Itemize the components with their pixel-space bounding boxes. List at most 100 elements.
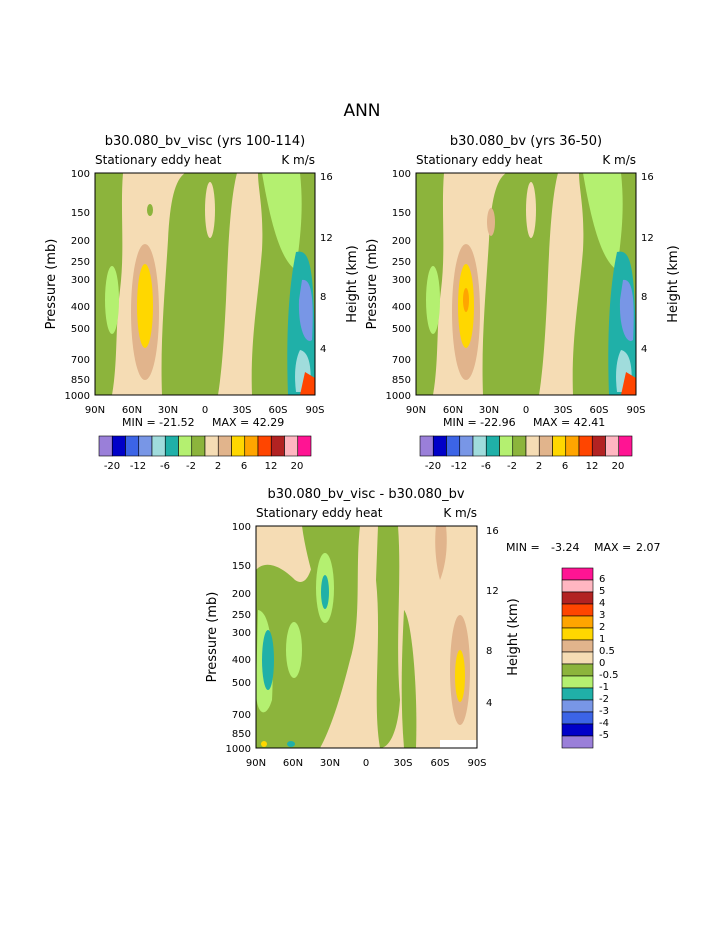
colorbar-label: -2: [186, 461, 196, 472]
colorbar-labels: 6 5 4 3 2 1 0.5 0 -0.5 -1 -2 -3 -4 -5: [599, 574, 619, 741]
colorbar-label: -2: [507, 461, 517, 472]
colorbar-swatch: [565, 435, 580, 457]
colorbar: 6 5 4 3 2 1 0.5 0 -0.5 -1 -2 -3 -4 -5: [561, 567, 619, 749]
colorbar-swatch: [561, 723, 594, 737]
colorbar-swatch: [204, 435, 219, 457]
southern-light-band: [262, 173, 302, 270]
pressure-tick: 250: [392, 257, 411, 268]
colorbar-swatch: [485, 435, 500, 457]
colorbar-swatch: [561, 627, 594, 641]
colorbar-label: -20: [425, 461, 441, 472]
latitude-tick: 30N: [479, 405, 499, 416]
height-tick: 4: [486, 698, 492, 709]
colorbar-swatch: [178, 435, 193, 457]
figure-title: ANN: [343, 101, 380, 121]
colorbar-label: 1: [599, 634, 605, 645]
latitude-tick: 90N: [85, 405, 105, 416]
colorbar: -20 -12 -6 -2 2 6 12 20: [98, 435, 312, 472]
colorbar: -20 -12 -6 -2 2 6 12 20: [419, 435, 633, 472]
colorbar-swatch: [538, 435, 553, 457]
panel-title: b30.080_bv (yrs 36-50): [450, 134, 602, 149]
min-label: MIN = -21.52: [122, 416, 195, 429]
small-negative-cell: [147, 204, 153, 216]
pressure-tick: 1000: [386, 391, 411, 402]
tropical-light-cell: [526, 182, 536, 238]
pressure-ticks: 100 150 200 250 300 400 500 700 850 1000: [386, 169, 411, 402]
latitude-tick: 90S: [467, 758, 486, 769]
pressure-tick: 100: [232, 522, 251, 533]
pressure-axis-label: Pressure (mb): [205, 592, 220, 683]
colorbar-swatch: [618, 435, 633, 457]
colorbar-swatch: [561, 687, 594, 701]
colorbar-labels: -20 -12 -6 -2 2 6 12 20: [104, 461, 304, 472]
height-ticks: 16 12 8 4: [641, 172, 654, 355]
colorbar-swatch: [561, 699, 594, 713]
colorbar-swatch: [472, 435, 487, 457]
panel-title: b30.080_bv_visc (yrs 100-114): [105, 134, 305, 149]
colorbar-swatch: [561, 639, 594, 653]
height-axis-label: Height (km): [666, 245, 681, 322]
plot-frame: [94, 172, 316, 396]
colorbar-label: -12: [130, 461, 146, 472]
latitude-tick: 30S: [232, 405, 251, 416]
southern-peak-cell: [455, 650, 465, 702]
panel-difference: b30.080_bv_visc - b30.080_bv Stationary …: [205, 487, 661, 769]
colorbar-swatch: [459, 435, 474, 457]
pressure-ticks: 100 150 200 250 300 400 500 700 850 1000: [65, 169, 90, 402]
panel-title: b30.080_bv_visc - b30.080_bv: [267, 487, 464, 502]
panel-units: K m/s: [443, 506, 477, 520]
latitude-tick: 90N: [406, 405, 426, 416]
colorbar-label: -3: [599, 706, 609, 717]
height-tick: 12: [486, 586, 499, 597]
max-value: 2.07: [636, 541, 661, 554]
height-tick: 16: [486, 526, 499, 537]
height-axis-label: Height (km): [506, 598, 521, 675]
latitude-tick: 60N: [443, 405, 463, 416]
colorbar-label: -20: [104, 461, 120, 472]
pressure-tick: 850: [71, 375, 90, 386]
colorbar-label: 4: [599, 598, 605, 609]
subpolar-light-cell: [286, 622, 302, 678]
colorbar-swatch: [125, 435, 140, 457]
latitude-tick: 30S: [553, 405, 572, 416]
colorbar-swatch: [561, 567, 594, 581]
plot-frame: [255, 525, 478, 749]
pressure-tick: 150: [392, 208, 411, 219]
latitude-tick: 90N: [246, 758, 266, 769]
colorbar-swatch: [561, 591, 594, 605]
pressure-tick: 250: [71, 257, 90, 268]
height-ticks: 16 12 8 4: [320, 172, 333, 355]
colorbar-label: 2: [536, 461, 542, 472]
colorbar-label: 6: [241, 461, 247, 472]
surface-yellow-cell: [261, 741, 267, 747]
latitude-tick: 90S: [305, 405, 324, 416]
height-tick: 4: [641, 344, 647, 355]
missing-data-strip: [440, 740, 477, 748]
pressure-tick: 500: [71, 324, 90, 335]
colorbar-swatch: [561, 675, 594, 689]
tropical-positive-cell: [487, 208, 495, 236]
latitude-tick: 60S: [430, 758, 449, 769]
colorbar-swatch: [151, 435, 166, 457]
latitude-tick: 60N: [283, 758, 303, 769]
latitude-tick: 0: [363, 758, 369, 769]
latitude-tick: 90S: [626, 405, 645, 416]
pressure-tick: 700: [71, 355, 90, 366]
equatorial-negative-band: [376, 526, 400, 748]
colorbar-swatch: [561, 735, 594, 749]
colorbar-label: -2: [599, 694, 609, 705]
contour-field: [416, 173, 636, 395]
min-label: MIN =: [506, 541, 540, 554]
height-tick: 8: [320, 292, 326, 303]
latitude-tick: 0: [202, 405, 208, 416]
midlat-teal-cell: [321, 575, 329, 609]
colorbar-swatch: [561, 603, 594, 617]
colorbar-label: 0: [599, 658, 605, 669]
pressure-tick: 250: [232, 610, 251, 621]
colorbar-label: 12: [586, 461, 599, 472]
colorbar-swatch: [217, 435, 232, 457]
colorbar-label: -12: [451, 461, 467, 472]
subtropical-negative-band: [401, 610, 417, 748]
colorbar-label: 6: [599, 574, 605, 585]
